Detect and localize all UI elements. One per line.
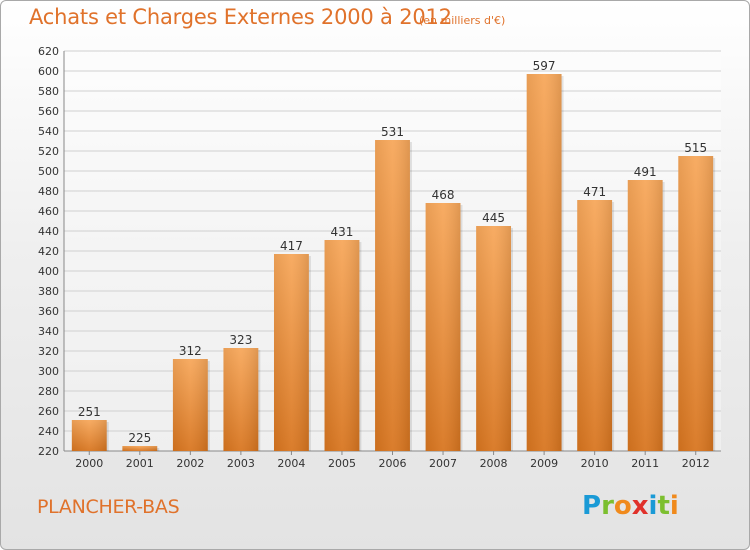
bar-shade bbox=[122, 446, 158, 451]
bar-shade bbox=[678, 156, 714, 451]
y-tick-label: 500 bbox=[38, 165, 59, 178]
y-tick-label: 540 bbox=[38, 125, 59, 138]
x-tick-label: 2010 bbox=[581, 457, 609, 470]
x-tick-label: 2000 bbox=[75, 457, 103, 470]
bar-shade bbox=[273, 254, 309, 451]
bar-shade bbox=[627, 180, 663, 451]
y-tick-label: 320 bbox=[38, 345, 59, 358]
x-tick-label: 2012 bbox=[682, 457, 710, 470]
x-tick-label: 2004 bbox=[277, 457, 305, 470]
y-tick-label: 580 bbox=[38, 85, 59, 98]
bar-value-label: 251 bbox=[78, 405, 101, 419]
logo-letter: o bbox=[613, 491, 632, 521]
bar-value-label: 312 bbox=[179, 344, 202, 358]
bar-shade bbox=[425, 203, 461, 451]
bar-shade bbox=[577, 200, 613, 451]
y-tick-label: 260 bbox=[38, 405, 59, 418]
logo-letter: x bbox=[631, 491, 649, 521]
x-tick-label: 2003 bbox=[227, 457, 255, 470]
x-tick-label: 2011 bbox=[631, 457, 659, 470]
y-tick-label: 440 bbox=[38, 225, 59, 238]
bar-value-label: 445 bbox=[482, 211, 505, 225]
bar-shade bbox=[476, 226, 512, 451]
x-tick-label: 2005 bbox=[328, 457, 356, 470]
y-tick-label: 420 bbox=[38, 245, 59, 258]
bar-shade bbox=[172, 359, 208, 451]
bar-value-label: 471 bbox=[583, 185, 606, 199]
chart-title: Achats et Charges Externes 2000 à 2012 bbox=[29, 5, 452, 29]
y-tick-label: 520 bbox=[38, 145, 59, 158]
y-tick-label: 480 bbox=[38, 185, 59, 198]
bar-value-label: 468 bbox=[432, 188, 455, 202]
y-tick-label: 620 bbox=[38, 45, 59, 58]
bar-value-label: 515 bbox=[684, 141, 707, 155]
x-tick-label: 2006 bbox=[379, 457, 407, 470]
y-tick-label: 360 bbox=[38, 305, 59, 318]
proxiti-logo: Proxiti bbox=[582, 491, 679, 521]
logo-letter: i bbox=[648, 491, 658, 521]
bar-shade bbox=[71, 420, 107, 451]
y-tick-label: 300 bbox=[38, 365, 59, 378]
logo-letter: r bbox=[601, 491, 614, 521]
logo-letter: t bbox=[657, 491, 670, 521]
commune-name: PLANCHER-BAS bbox=[37, 496, 180, 518]
y-tick-label: 460 bbox=[38, 205, 59, 218]
bar-value-label: 417 bbox=[280, 239, 303, 253]
bar-shade bbox=[324, 240, 360, 451]
bar-shade bbox=[223, 348, 259, 451]
bar-value-label: 491 bbox=[634, 165, 657, 179]
logo-letter: P bbox=[582, 491, 602, 521]
x-tick-label: 2008 bbox=[480, 457, 508, 470]
x-tick-label: 2001 bbox=[126, 457, 154, 470]
bar-shade bbox=[375, 140, 410, 451]
y-tick-label: 560 bbox=[38, 105, 59, 118]
y-tick-label: 600 bbox=[38, 65, 59, 78]
bar-value-label: 531 bbox=[381, 125, 404, 139]
y-tick-label: 240 bbox=[38, 425, 59, 438]
logo-letter: i bbox=[669, 491, 679, 521]
y-tick-label: 400 bbox=[38, 265, 59, 278]
bar-value-label: 431 bbox=[331, 225, 354, 239]
x-tick-label: 2002 bbox=[176, 457, 204, 470]
y-tick-label: 220 bbox=[38, 445, 59, 458]
bar-value-label: 597 bbox=[533, 59, 556, 73]
x-tick-label: 2009 bbox=[530, 457, 558, 470]
y-tick-label: 280 bbox=[38, 385, 59, 398]
bar-shade bbox=[526, 74, 562, 451]
x-tick-label: 2007 bbox=[429, 457, 457, 470]
chart-subtitle: (en milliers d'€) bbox=[419, 14, 506, 27]
y-tick-label: 340 bbox=[38, 325, 59, 338]
bar-value-label: 225 bbox=[128, 431, 151, 445]
y-tick-label: 380 bbox=[38, 285, 59, 298]
bar-value-label: 323 bbox=[229, 333, 252, 347]
